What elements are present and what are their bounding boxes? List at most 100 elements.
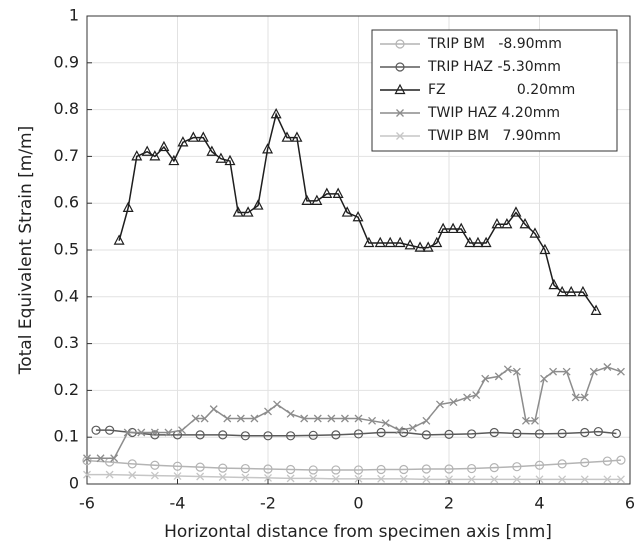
marker: [494, 372, 503, 381]
marker: [501, 217, 513, 229]
marker: [331, 465, 341, 475]
marker: [376, 427, 386, 438]
marker: [218, 430, 228, 440]
marker: [489, 427, 499, 438]
marker: [445, 475, 453, 484]
marker: [603, 363, 612, 371]
marker: [352, 210, 364, 222]
marker: [472, 391, 481, 400]
marker: [332, 187, 344, 198]
marker: [224, 154, 236, 166]
y-tick-label: 0.9: [54, 52, 79, 71]
marker: [242, 206, 254, 217]
marker: [602, 456, 612, 466]
marker: [127, 459, 137, 469]
x-tick-label: -6: [79, 494, 95, 513]
marker: [510, 206, 522, 217]
marker: [313, 414, 322, 423]
marker: [431, 236, 443, 248]
legend-text: FZ 0.20mm: [428, 82, 575, 98]
marker: [589, 367, 598, 376]
marker: [394, 83, 406, 95]
marker: [164, 428, 173, 437]
y-tick-label: 0.1: [54, 427, 79, 446]
marker: [240, 431, 250, 441]
marker: [404, 239, 416, 250]
marker: [105, 425, 115, 435]
marker: [395, 426, 404, 435]
marker: [565, 285, 577, 297]
marker: [309, 474, 318, 483]
marker: [368, 416, 377, 425]
marker: [340, 414, 349, 423]
marker: [447, 222, 459, 234]
marker: [137, 428, 146, 437]
marker: [195, 430, 205, 440]
marker: [273, 400, 282, 409]
marker: [286, 409, 295, 418]
marker: [252, 199, 264, 210]
marker: [262, 143, 274, 154]
marker: [128, 471, 137, 480]
marker: [83, 454, 91, 463]
marker: [223, 414, 232, 423]
marker: [421, 464, 431, 474]
marker: [503, 365, 512, 374]
x-tick-label: 6: [625, 494, 635, 513]
marker: [308, 430, 318, 440]
marker: [191, 414, 200, 423]
marker: [590, 304, 602, 315]
x-tick-label: 2: [444, 494, 454, 513]
marker: [535, 475, 544, 484]
marker: [512, 367, 521, 376]
marker: [177, 136, 189, 147]
marker: [178, 426, 186, 435]
marker: [150, 460, 160, 470]
legend-text: TRIP BM -8.90mm: [427, 36, 562, 52]
marker: [206, 145, 218, 156]
y-tick-label: 0.6: [54, 193, 79, 212]
y-axis-label: Total Equivalent Strain [m/m]: [16, 126, 36, 376]
marker: [286, 474, 295, 483]
marker: [270, 107, 282, 119]
marker: [263, 464, 273, 474]
marker: [83, 470, 91, 479]
marker: [353, 465, 364, 475]
marker: [414, 241, 426, 252]
marker: [396, 132, 404, 140]
marker: [611, 428, 622, 439]
marker: [472, 236, 484, 248]
marker: [399, 464, 409, 475]
series: [83, 363, 625, 463]
marker: [105, 470, 114, 479]
y-tick-label: 1: [69, 6, 79, 25]
marker: [519, 217, 531, 229]
series-line: [96, 429, 617, 437]
marker: [490, 475, 499, 484]
legend: TRIP BM -8.90mm TRIP HAZ -5.30mm FZ 0.20mm…: [371, 29, 618, 152]
marker: [491, 217, 503, 229]
marker: [240, 463, 250, 474]
legend-text: TWIP BM 7.90mm: [427, 128, 561, 144]
marker: [464, 236, 476, 248]
marker: [531, 416, 539, 425]
marker: [110, 454, 119, 463]
marker: [489, 463, 499, 473]
marker: [512, 475, 521, 484]
marker: [241, 473, 250, 482]
marker: [421, 430, 431, 440]
marker: [218, 463, 228, 473]
marker: [616, 475, 625, 484]
plot-frame: [86, 15, 631, 485]
x-tick-label: 4: [534, 494, 544, 513]
marker: [122, 201, 134, 212]
marker: [384, 236, 396, 248]
series: [83, 470, 625, 484]
legend-text: TRIP HAZ -5.30mm: [427, 59, 561, 75]
marker: [593, 426, 603, 437]
marker: [557, 428, 567, 439]
x-tick-label: 0: [353, 494, 363, 513]
marker: [195, 462, 205, 472]
marker: [150, 430, 160, 440]
